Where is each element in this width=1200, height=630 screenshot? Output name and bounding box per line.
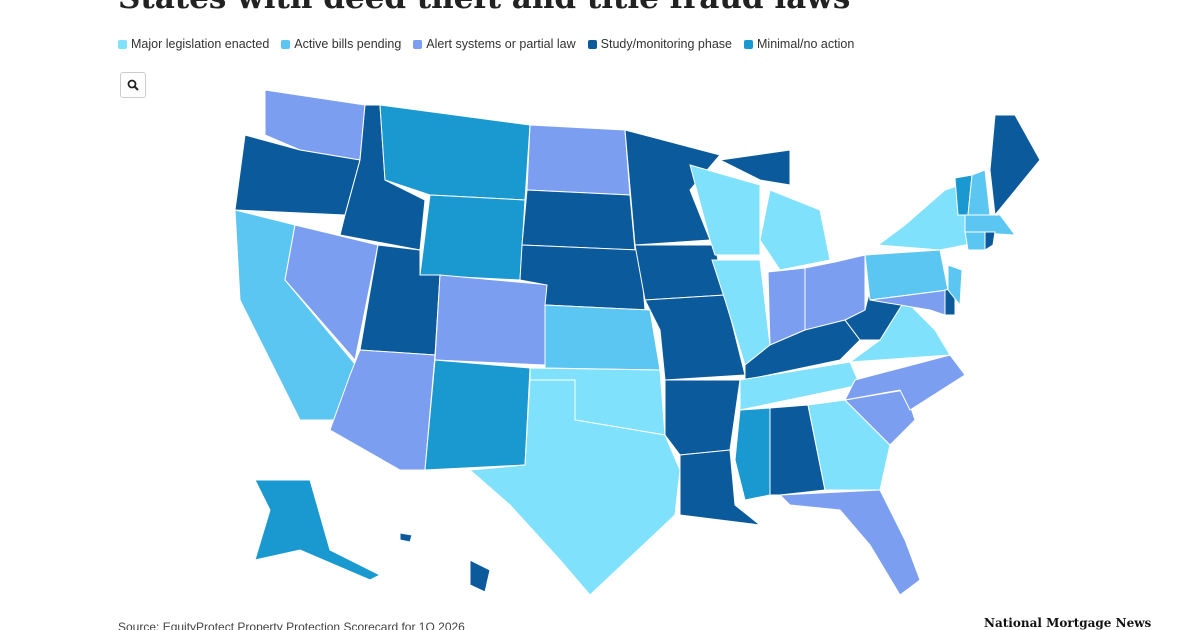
region[interactable] [989,114,1041,217]
title: States with deed theft and title fraud l… [118,0,850,16]
region[interactable] [399,532,413,543]
region[interactable] [521,189,636,251]
legend-item[interactable]: Alert systems or partial law [413,37,576,51]
legend-label: Study/monitoring phase [600,37,732,51]
legend: Major legislation enacted Active bills pe… [118,37,854,51]
legend-swatch [413,39,423,49]
region[interactable] [624,129,721,246]
region[interactable] [848,299,951,363]
region[interactable] [964,214,1017,236]
region[interactable] [759,189,831,271]
region[interactable] [424,359,531,471]
region[interactable] [644,294,746,381]
region[interactable] [947,264,963,307]
legend-label: Active bills pending [294,37,402,51]
region[interactable] [734,407,771,501]
logo: National Mortgage News [984,616,1152,630]
legend-item[interactable]: Major legislation enacted [118,37,269,51]
source: Source: EquityProtect Property Protectio… [118,620,465,630]
region[interactable] [544,304,661,371]
region[interactable] [807,399,891,491]
zoom-icon [127,79,139,91]
region[interactable] [984,231,996,251]
region[interactable] [254,479,382,581]
zoom-button[interactable] [120,72,146,98]
region[interactable] [718,149,791,186]
legend-item[interactable]: Minimal/no action [744,37,854,51]
region[interactable] [284,224,379,362]
region[interactable] [526,124,631,196]
legend-swatch [587,39,597,49]
region[interactable] [689,164,761,256]
legend-label: Minimal/no action [757,37,855,51]
legend-item[interactable]: Active bills pending [281,37,401,51]
region[interactable] [843,389,916,446]
region[interactable] [419,194,526,281]
legend-swatch [281,39,291,49]
legend-label: Major legislation enacted [131,37,270,51]
region[interactable] [664,379,741,456]
region[interactable] [679,449,762,526]
region[interactable] [468,379,681,596]
region[interactable] [778,489,921,596]
legend-item[interactable]: Study/monitoring phase [587,37,732,51]
legend-label: Alert systems or partial law [426,37,576,51]
region[interactable] [469,559,491,593]
region[interactable] [634,244,726,301]
region[interactable] [769,404,826,496]
legend-swatch [118,39,127,49]
region[interactable] [379,104,531,201]
region[interactable] [434,274,551,366]
region[interactable] [964,231,986,251]
legend-swatch [744,39,753,49]
